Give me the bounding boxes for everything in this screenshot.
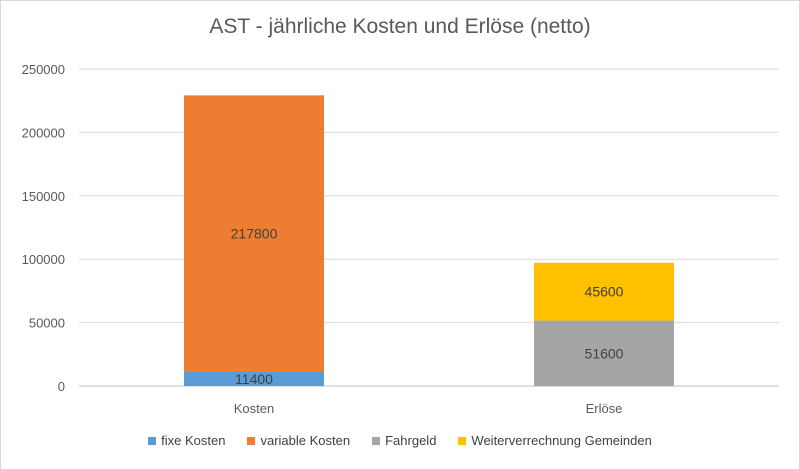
bar-segment — [184, 371, 324, 386]
chart-title: AST - jährliche Kosten und Erlöse (netto… — [209, 15, 591, 38]
legend-label: variable Kosten — [260, 433, 351, 448]
data-label: 217800 — [231, 225, 278, 241]
y-tick-label: 250000 — [22, 62, 65, 77]
legend-label: Fahrgeld — [385, 433, 437, 448]
legend-label: Weiterverrechnung Gemeinden — [471, 433, 652, 448]
data-label: 51600 — [585, 345, 624, 361]
legend-swatch — [458, 436, 467, 445]
legend-item: Fahrgeld — [372, 433, 436, 448]
legend-item: variable Kosten — [247, 433, 350, 448]
legend-swatch — [148, 436, 157, 445]
bar-segment — [534, 262, 674, 321]
y-tick-label: 100000 — [22, 252, 65, 267]
legend-label: fixe Kosten — [161, 433, 226, 448]
data-label: 45600 — [585, 284, 624, 300]
chart-legend: fixe Kosten variable Kosten Fahrgeld Weiter… — [1, 433, 799, 448]
bar-segment — [184, 95, 324, 372]
legend-swatch — [247, 436, 256, 445]
y-tick-label: 0 — [58, 379, 65, 394]
y-tick-label: 200000 — [22, 125, 65, 140]
x-tick-label: Kosten — [234, 401, 274, 416]
legend-item: fixe Kosten — [148, 433, 225, 448]
legend-swatch — [372, 436, 381, 445]
legend-item: Weiterverrechnung Gemeinden — [458, 433, 652, 448]
y-tick-label: 150000 — [22, 189, 65, 204]
data-label: 11400 — [235, 371, 273, 387]
bar-segment — [534, 320, 674, 386]
y-tick-label: 50000 — [29, 316, 65, 331]
x-tick-label: Erlöse — [586, 401, 623, 416]
